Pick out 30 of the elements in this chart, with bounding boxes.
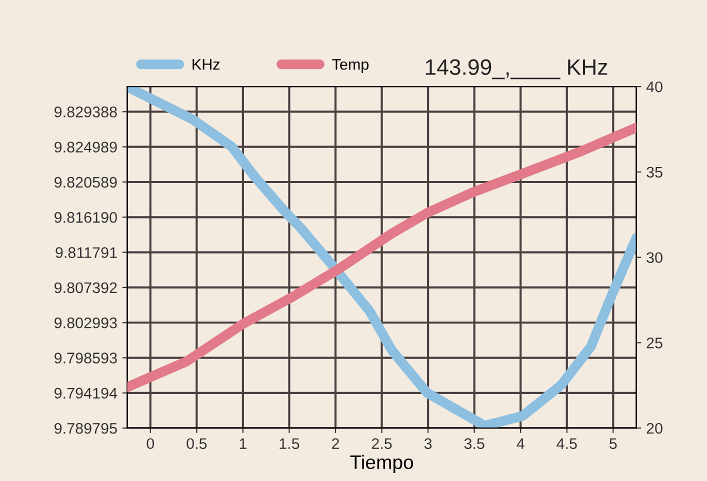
y2-tick-label: 35 (646, 166, 662, 178)
x-tick-label: 1 (240, 438, 246, 449)
y2-tick-label: 20 (646, 422, 662, 434)
y2-tick-label: 40 (646, 81, 662, 92)
x-tick-label: 4.5 (556, 438, 577, 450)
y-tick-label: 9.811791 (56, 247, 117, 258)
y-tick-label: 9.824989 (54, 142, 117, 153)
x-tick-label: 3 (424, 438, 432, 450)
y-tick-label: 9.794194 (54, 388, 118, 399)
y-tick-label: 9.820589 (54, 176, 117, 188)
text: 143.99_,____ KHz (426, 59, 608, 80)
y-tick-label: 9.807392 (54, 282, 117, 294)
x-tick-label: 2.5 (372, 438, 392, 450)
y-tick-label: 9.816190 (54, 212, 117, 223)
y-tick-label: 9.798593 (54, 352, 117, 364)
x-tick-label: 4 (516, 438, 524, 449)
x-tick-label: 0.5 (186, 438, 207, 450)
y-tick-label: 9.802993 (54, 317, 117, 328)
legend-label: Temp (332, 59, 369, 73)
x-tick-label: 1.5 (280, 438, 300, 450)
x-tick-label: 0 (146, 438, 154, 450)
y2-tick-label: 25 (646, 338, 662, 348)
y-tick-label: 9.829388 (54, 106, 117, 118)
y-tick-label: 9.789795 (54, 422, 117, 434)
x-tick-label: 2 (332, 438, 339, 449)
x-tick-label: 3.5 (464, 438, 484, 450)
legend-label: KHz (192, 59, 220, 70)
x-axis-title: Tiempo (350, 454, 414, 473)
x-tick-label: 5 (610, 438, 617, 450)
y2-tick-label: 30 (646, 252, 662, 264)
